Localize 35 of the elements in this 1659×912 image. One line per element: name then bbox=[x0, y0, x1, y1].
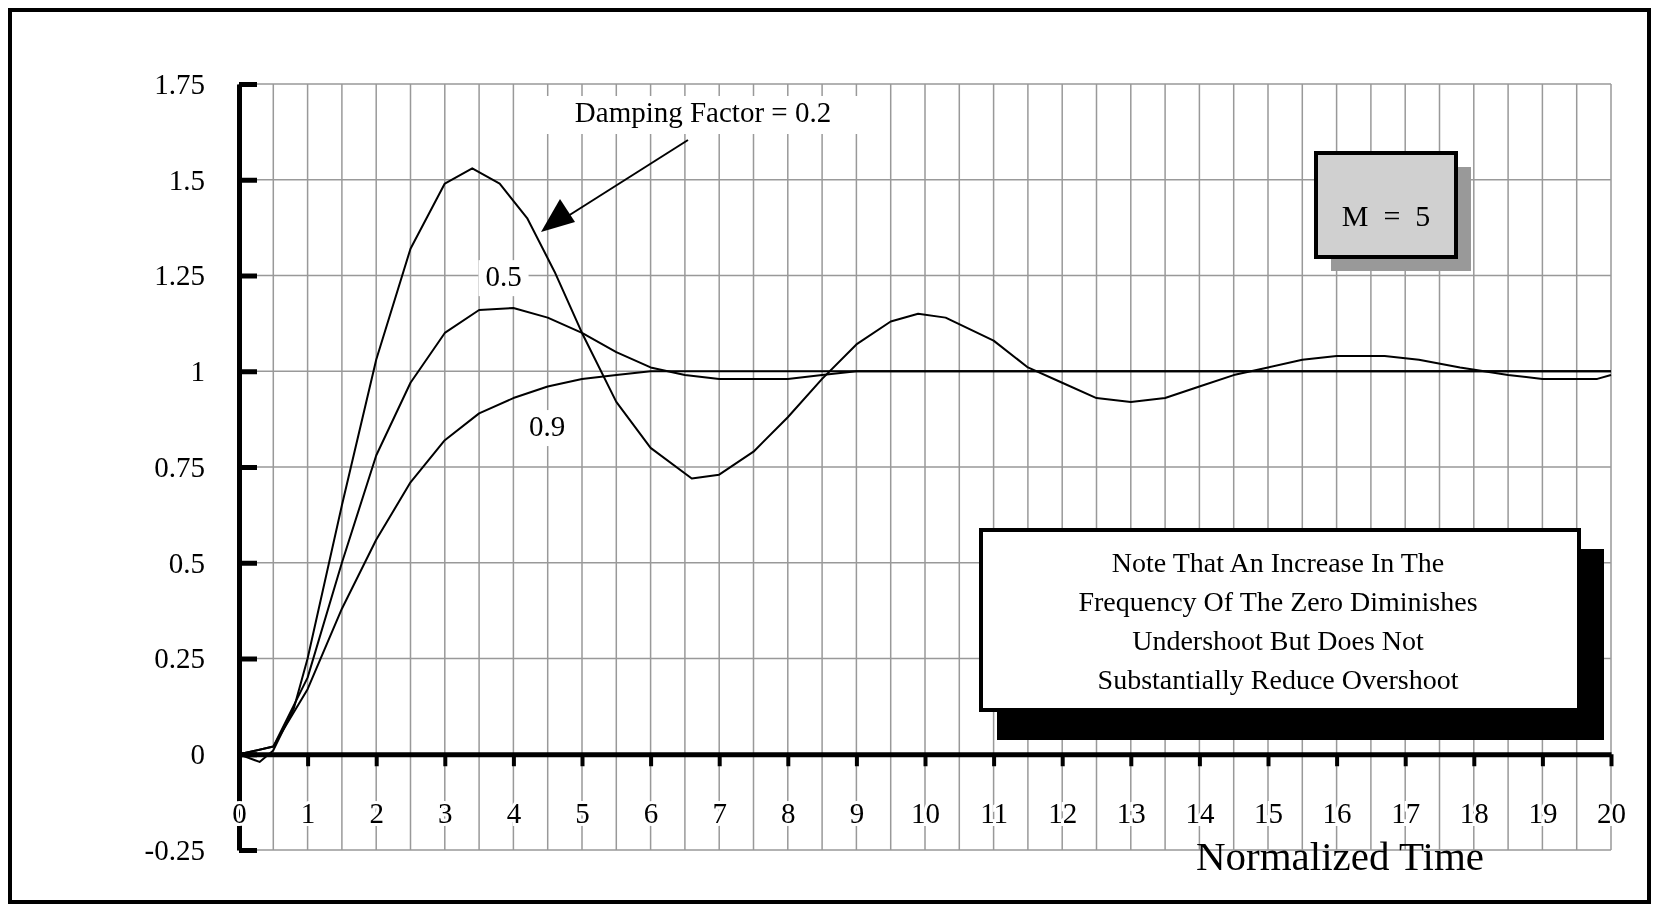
x-tick-label: 6 bbox=[643, 796, 659, 829]
annotation: Note That An Increase In The Frequency Of The Zero Diminishes Undershoot But Does Not Substantially Reduce Overshoot bbox=[1078, 547, 1478, 695]
y-tick-label: 1 bbox=[190, 355, 205, 388]
annotation: 0.5 bbox=[485, 260, 522, 293]
x-tick-label: 3 bbox=[438, 796, 453, 829]
x-tick-label: 11 bbox=[980, 796, 1009, 829]
y-tick-label: -0.25 bbox=[144, 833, 205, 866]
x-tick-label: 4 bbox=[506, 796, 522, 829]
x-tick-label: 10 bbox=[911, 796, 940, 829]
x-tick-label: 8 bbox=[781, 796, 796, 829]
x-tick-label: 7 bbox=[712, 796, 727, 829]
x-tick-label: 16 bbox=[1322, 796, 1352, 829]
x-tick-label: 1 bbox=[300, 796, 316, 829]
x-tick-label: 9 bbox=[849, 796, 865, 829]
y-tick-label: 0.75 bbox=[154, 450, 205, 483]
x-axis-title: Normalized Time bbox=[1195, 833, 1485, 879]
x-tick-label: 17 bbox=[1391, 796, 1421, 829]
y-tick-label: 0 bbox=[190, 738, 205, 771]
x-tick-label: 15 bbox=[1254, 796, 1283, 829]
x-tick-label: 14 bbox=[1185, 796, 1215, 829]
annotation: M = 5 bbox=[1341, 198, 1431, 232]
y-tick-label: 0.5 bbox=[168, 546, 205, 579]
x-tick-label: 20 bbox=[1597, 796, 1626, 829]
x-tick-label: 19 bbox=[1528, 796, 1558, 829]
x-tick-label: 18 bbox=[1459, 796, 1489, 829]
y-tick-label: 1.5 bbox=[168, 163, 205, 196]
x-tick-label: 13 bbox=[1116, 796, 1146, 829]
y-tick-label: 1.75 bbox=[154, 67, 205, 100]
annotation: 0.9 bbox=[528, 410, 566, 443]
y-tick-label: 0.25 bbox=[154, 642, 205, 675]
x-tick-label: 2 bbox=[369, 796, 384, 829]
annotation: Damping Factor = 0.2 bbox=[574, 96, 832, 128]
y-tick-label: 1.25 bbox=[154, 259, 205, 292]
x-tick-label: 12 bbox=[1048, 796, 1078, 829]
x-tick-label: 5 bbox=[575, 796, 590, 829]
